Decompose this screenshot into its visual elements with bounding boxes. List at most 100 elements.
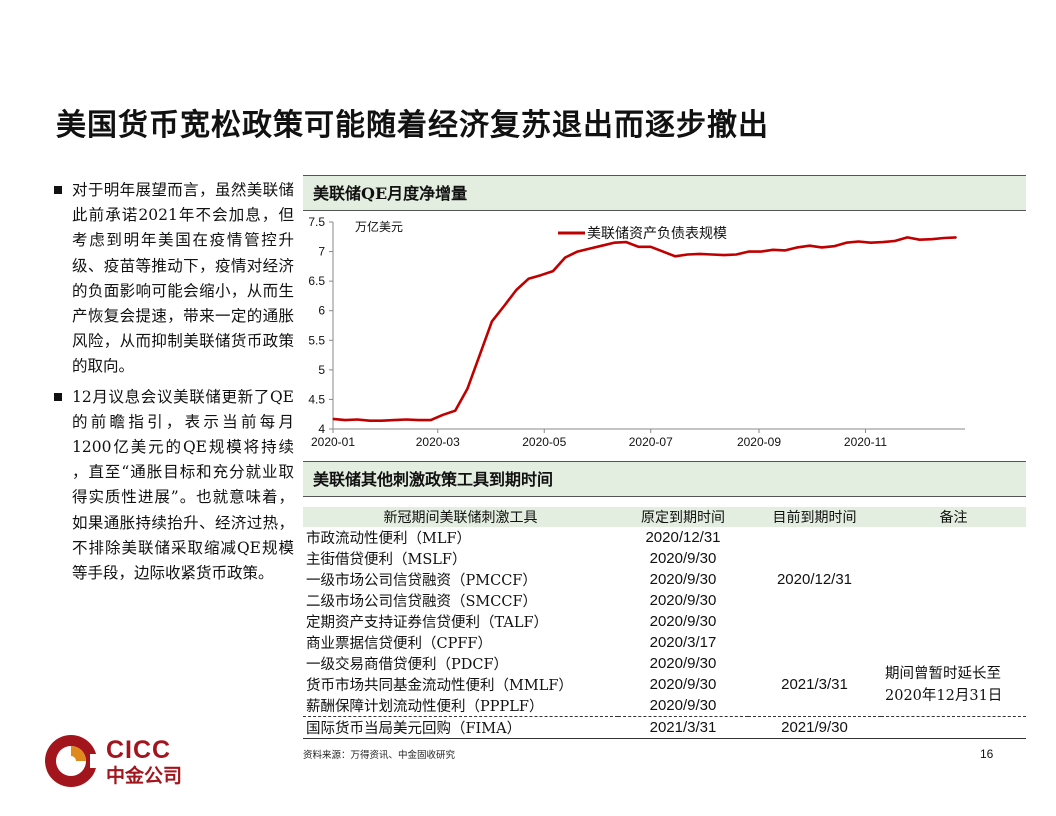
table-row: 一级市场公司信贷融资（PMCCF） 2020/9/30 [303,569,1026,590]
x-tick-label: 2020-09 [737,435,781,449]
y-tick-label: 5.5 [308,333,325,347]
data-point [870,242,872,244]
tool-cell: 一级市场公司信贷融资（PMCCF） [306,573,537,589]
x-tick-label: 2020-05 [522,435,566,449]
note-cell: 期间曾暂时延长至2020年12月31日 [885,665,1003,704]
logo-cn-text: 中金公司 [106,765,183,787]
bullet-list: 对于明年展望而言，虽然美联储此前承诺2021年不会加息，但考虑到明年美国在疫情管… [54,178,294,591]
data-point [637,246,640,248]
tool-cell: 主街借贷便利（MSLF） [306,552,467,568]
data-point [955,236,957,238]
y-tick-label: 7.5 [308,215,325,229]
data-point [809,245,811,247]
balance-sheet-line-chart: 4 4.5 5 5.5 6 6.5 7 7.5 2020-01 2020-03 2020-05 202… [308,215,965,449]
note-cell-empty [881,527,1026,653]
data-point [589,248,591,250]
data-point [943,237,945,239]
tool-cell: 二级市场公司信贷融资（SMCCF） [306,594,538,610]
data-point [882,241,884,243]
y-unit-label: 万亿美元 [355,219,403,234]
data-point [686,253,688,256]
table-row: 主街借贷便利（MSLF） 2020/9/30 [303,548,1026,569]
page-number: 16 [980,747,994,761]
table-header-cell: 新冠期间美联储刺激工具 [303,507,618,527]
data-point [723,254,725,256]
data-point [564,256,566,259]
data-point [430,419,432,421]
data-point [479,354,481,356]
cicc-logo-icon [45,735,102,787]
data-point [625,241,627,243]
data-point [576,251,578,253]
table-row: 国际货币当局美元回购（FIMA） 2021/3/31 2021/9/30 [303,716,1026,739]
data-point [894,240,896,242]
source-note: 资料来源：万得资讯、中金固收研究 [303,750,456,761]
data-point [491,320,493,322]
original-expiry-cell: 2020/9/30 [649,592,717,609]
table-header-cell: 原定到期时间 [618,507,748,527]
table-row: 一级交易商借贷便利（PDCF） 2020/9/30 2021/3/31 期间曾暂… [303,653,1026,704]
bullet-text: 对于明年展望而言，虽然美联储此前承诺2021年不会加息，但考虑到明年美国在疫情管… [72,181,294,376]
data-point [356,418,358,421]
data-point [662,251,664,253]
original-expiry-cell: 2021/3/31 [618,716,748,739]
original-expiry-cell: 2020/9/30 [649,676,717,693]
table-row: 薪酬保障计划流动性便利（PPPLF） 2020/9/30 [303,695,1026,717]
data-point [466,388,468,390]
x-tick-label: 2020-01 [311,435,355,449]
current-expiry-cell: 2020/12/31 [776,571,853,588]
tool-cell: 一级交易商借贷便利（PDCF） [306,657,509,673]
note-cell-empty [881,716,1026,739]
data-point [344,419,346,421]
bullet-text: 12月议息会议美联储更新了QE的前瞻指引，表示当前每月1200亿美元的QE规模将… [72,387,294,583]
logo-text: CICC [106,736,172,764]
tool-cell: 国际货币当局美元回购（FIMA） [303,716,618,739]
data-point [747,251,750,253]
current-expiry-cell-empty [748,632,881,653]
data-point [784,249,786,251]
data-point [540,274,542,276]
data-point [674,255,676,257]
current-expiry-cell: 2021/9/30 [748,716,881,739]
x-tick-label: 2020-07 [629,435,673,449]
policy-tools-table: 新冠期间美联储刺激工具 原定到期时间 目前到期时间 备注 市政流动性便利（MLF… [303,507,1026,739]
table-row: 二级市场公司信贷融资（SMCCF） 2020/9/30 [303,590,1026,611]
data-point [796,246,798,248]
chart-panel-title: 美联储QE月度净增量 [303,175,1026,211]
tool-cell: 市政流动性便利（MLF） [306,531,472,547]
tool-cell: 定期资产支持证券信贷便利（TALF） [306,615,549,631]
x-tick-label: 2020-03 [416,435,460,449]
data-point [845,242,847,244]
y-tick-label: 4.5 [308,392,325,406]
original-expiry-cell: 2020/3/17 [649,634,717,651]
data-point [760,251,762,253]
data-point [919,239,921,241]
data-point [613,242,615,244]
table-panel-title: 美联储其他刺激政策工具到期时间 [303,461,1026,497]
data-point [857,240,860,243]
data-point [527,278,530,280]
data-point [931,238,933,240]
data-point [515,289,517,291]
tool-cell: 薪酬保障计划流动性便利（PPPLF） [306,699,544,715]
data-point [821,246,823,248]
data-point [650,246,652,248]
data-point [735,253,737,256]
data-point [442,414,444,416]
x-tick-label: 2020-11 [844,435,887,449]
original-expiry-cell: 2020/12/31 [645,529,721,546]
data-point [503,305,505,307]
y-tick-label: 6.5 [308,274,325,288]
original-expiry-cell: 2020/9/30 [649,655,717,672]
data-point [405,418,407,421]
y-tick-label: 4 [318,422,325,436]
data-point [417,419,420,421]
data-point [369,420,371,422]
table-row: 货币市场共同基金流动性便利（MMLF） 2020/9/30 [303,674,1026,695]
bullet-square-icon [54,392,62,401]
tool-cell: 货币市场共同基金流动性便利（MMLF） [306,678,573,694]
data-point [332,418,334,420]
data-point [772,249,774,251]
data-point [552,270,554,272]
table-header-cell: 目前到期时间 [748,507,881,527]
